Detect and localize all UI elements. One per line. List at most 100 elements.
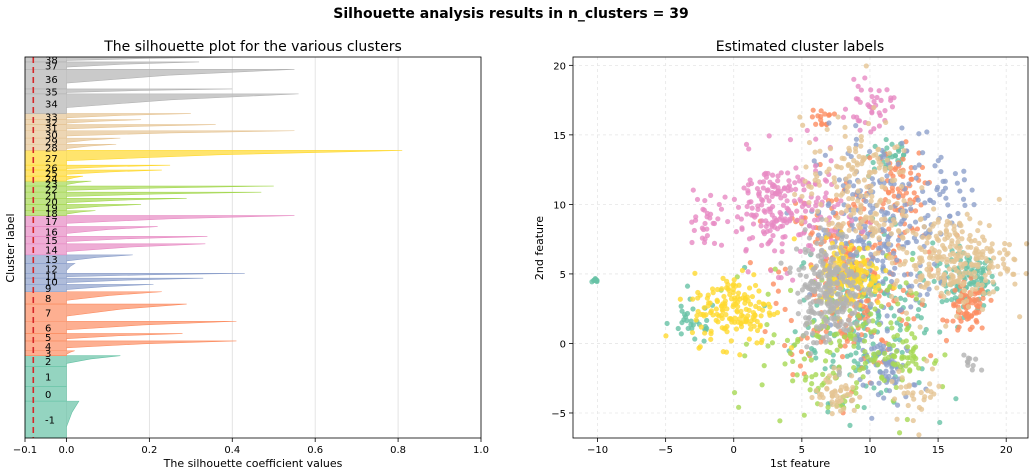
silhouette-bands: [24, 56, 403, 439]
silhouette-x-tick-label: −0.1: [13, 445, 37, 456]
scatter-point: [801, 356, 808, 362]
scatter-point: [943, 323, 949, 329]
scatter-point: [766, 198, 772, 204]
scatter-point: [842, 124, 848, 130]
scatter-point: [952, 252, 959, 259]
scatter-point: [931, 206, 937, 212]
scatter-point: [824, 300, 830, 307]
scatter-point: [917, 274, 923, 280]
scatter-point: [1002, 240, 1008, 247]
scatter-point: [689, 329, 696, 336]
scatter-point: [785, 206, 791, 212]
scatter-point: [839, 330, 845, 336]
scatter-point: [756, 299, 762, 305]
scatter-point: [807, 387, 813, 393]
scatter-point: [714, 286, 721, 293]
scatter-point: [862, 223, 868, 229]
scatter-point: [994, 286, 1000, 292]
scatter-point: [851, 365, 857, 371]
scatter-point: [853, 136, 860, 142]
scatter-point: [972, 262, 979, 268]
scatter-point: [851, 158, 857, 164]
scatter-point: [862, 75, 868, 81]
scatter-point: [846, 173, 852, 179]
scatter-point: [997, 250, 1003, 256]
scatter-point: [903, 280, 909, 286]
scatter-y-tick-label: 0: [560, 339, 566, 350]
scatter-point: [745, 190, 751, 196]
scatter-point: [782, 361, 788, 367]
scatter-point: [918, 246, 925, 252]
scatter-point: [832, 228, 839, 234]
scatter-point: [838, 198, 844, 204]
scatter-point: [824, 169, 830, 175]
scatter-point: [746, 285, 753, 291]
silhouette-axes-frame: [24, 56, 482, 439]
scatter-point: [765, 291, 771, 297]
scatter-point: [689, 219, 695, 225]
scatter-point: [897, 307, 903, 314]
silhouette-band-cluster-23: [24, 180, 92, 187]
scatter-point: [731, 196, 737, 202]
scatter-point: [842, 133, 848, 139]
scatter-point: [775, 173, 781, 179]
scatter-point: [856, 313, 862, 319]
scatter-point: [840, 255, 846, 261]
scatter-point: [958, 293, 964, 299]
scatter-point: [874, 257, 880, 264]
scatter-point: [761, 363, 767, 369]
scatter-point: [736, 404, 742, 410]
scatter-point: [927, 394, 934, 400]
scatter-point: [868, 311, 874, 317]
scatter-point: [835, 201, 841, 207]
scatter-point: [893, 384, 899, 391]
scatter-point: [854, 301, 860, 307]
scatter-point: [806, 139, 813, 146]
scatter-point: [869, 176, 875, 182]
scatter-point: [861, 338, 868, 344]
scatter-point: [890, 250, 897, 256]
scatter-point: [835, 324, 842, 330]
scatter-point: [825, 409, 831, 415]
scatter-point: [708, 336, 714, 342]
scatter-point: [704, 317, 710, 324]
scatter-point: [976, 309, 982, 315]
scatter-point: [889, 325, 895, 331]
scatter-point: [838, 165, 844, 171]
scatter-point: [826, 221, 832, 228]
scatter-point: [909, 176, 915, 182]
scatter-point: [819, 382, 825, 388]
scatter-point: [855, 198, 861, 204]
scatter-point: [816, 293, 823, 299]
silhouette-band-cluster-29: [24, 137, 121, 145]
scatter-point: [700, 206, 706, 212]
scatter-point: [854, 162, 861, 168]
scatter-point: [695, 289, 701, 296]
scatter-point: [935, 219, 941, 225]
scatter-point: [735, 290, 742, 296]
scatter-point: [765, 187, 771, 193]
scatter-point: [823, 333, 830, 339]
scatter-point: [861, 287, 867, 293]
scatter-point: [711, 240, 718, 246]
scatter-point: [807, 280, 813, 286]
scatter-point: [915, 306, 922, 313]
scatter-point: [849, 218, 855, 224]
scatter-point: [969, 187, 975, 193]
scatter-point: [869, 346, 875, 352]
scatter-point: [875, 362, 881, 368]
scatter-point: [858, 219, 864, 225]
scatter-point: [889, 222, 895, 228]
scatter-point: [909, 256, 915, 263]
silhouette-band-cluster-34: [24, 93, 299, 114]
scatter-point: [954, 313, 960, 319]
scatter-point: [854, 278, 860, 285]
silhouette-x-tick-label: 0.2: [141, 445, 157, 456]
scatter-point: [868, 183, 874, 189]
scatter-point: [901, 198, 907, 204]
scatter-point: [831, 111, 838, 117]
scatter-point: [790, 378, 796, 384]
silhouette-band-cluster-11: [24, 273, 245, 279]
scatter-point: [897, 295, 904, 301]
